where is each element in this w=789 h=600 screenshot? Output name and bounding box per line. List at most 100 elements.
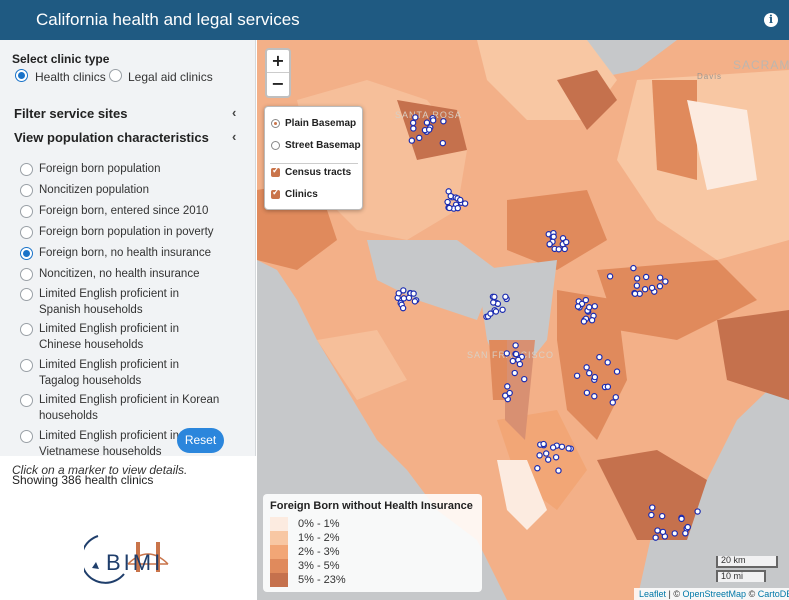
- clinic-marker[interactable]: [565, 445, 572, 452]
- radio-button[interactable]: [20, 394, 33, 407]
- clinic-marker[interactable]: [516, 360, 524, 368]
- clinic-marker[interactable]: [409, 119, 417, 127]
- clinic-marker[interactable]: [583, 389, 591, 396]
- clinic-marker[interactable]: [552, 454, 560, 461]
- clinic-marker[interactable]: [580, 318, 588, 325]
- radio-button[interactable]: [20, 184, 33, 197]
- zoom-out-button[interactable]: −: [271, 74, 285, 93]
- clinic-marker[interactable]: [540, 440, 547, 448]
- clinic-marker[interactable]: [641, 286, 649, 293]
- clinic-marker[interactable]: [502, 293, 509, 301]
- clinic-marker[interactable]: [487, 310, 494, 317]
- clinic-marker[interactable]: [405, 294, 413, 302]
- radio-button[interactable]: [20, 247, 33, 260]
- clinic-marker[interactable]: [591, 303, 598, 310]
- clinic-marker[interactable]: [656, 283, 664, 290]
- clinic-marker[interactable]: [652, 534, 659, 541]
- clinic-marker[interactable]: [604, 383, 612, 390]
- clinic-marker[interactable]: [682, 530, 689, 537]
- radio-button[interactable]: [20, 205, 33, 218]
- radio-button[interactable]: [20, 163, 33, 176]
- clinic-marker[interactable]: [658, 512, 666, 520]
- legal-aid-label[interactable]: Legal aid clinics: [128, 70, 213, 84]
- clinic-marker[interactable]: [586, 304, 593, 311]
- zoom-in-button[interactable]: +: [271, 51, 285, 70]
- clinic-marker[interactable]: [439, 139, 447, 147]
- clinic-marker[interactable]: [491, 293, 498, 301]
- clinic-marker[interactable]: [447, 192, 454, 200]
- clinic-marker[interactable]: [543, 450, 550, 457]
- clinic-marker[interactable]: [678, 515, 685, 523]
- clinic-marker[interactable]: [534, 465, 541, 472]
- clinic-marker[interactable]: [457, 196, 464, 204]
- clinic-marker[interactable]: [694, 508, 701, 515]
- health-clinics-radio[interactable]: [15, 69, 28, 82]
- clinic-marker[interactable]: [536, 452, 543, 459]
- clinic-marker[interactable]: [684, 523, 691, 531]
- clinic-marker[interactable]: [648, 284, 656, 292]
- clinic-marker[interactable]: [555, 467, 562, 474]
- clinic-marker[interactable]: [521, 375, 528, 383]
- clinic-marker[interactable]: [410, 125, 417, 132]
- clinic-marker[interactable]: [555, 246, 562, 253]
- clinic-marker[interactable]: [440, 118, 447, 125]
- legal-aid-radio[interactable]: [109, 69, 122, 82]
- clinic-marker[interactable]: [659, 528, 667, 536]
- clinic-marker[interactable]: [444, 198, 451, 206]
- radio-button[interactable]: [271, 119, 280, 128]
- clinic-marker[interactable]: [511, 369, 518, 377]
- clinic-marker[interactable]: [395, 290, 402, 297]
- clinic-marker[interactable]: [512, 342, 519, 349]
- clinic-marker[interactable]: [408, 137, 416, 144]
- leaflet-link[interactable]: Leaflet: [639, 589, 667, 599]
- clinic-marker[interactable]: [642, 273, 650, 281]
- clinic-marker[interactable]: [656, 274, 664, 281]
- clinic-marker[interactable]: [461, 200, 469, 207]
- clinic-marker[interactable]: [425, 126, 433, 133]
- clinic-marker[interactable]: [654, 527, 661, 534]
- clinic-marker[interactable]: [596, 353, 603, 361]
- clinic-marker[interactable]: [509, 357, 517, 365]
- clinic-marker[interactable]: [499, 306, 506, 313]
- reset-button[interactable]: Reset: [177, 428, 224, 453]
- clinic-marker[interactable]: [512, 350, 520, 358]
- clinic-marker[interactable]: [399, 304, 407, 312]
- health-clinics-label[interactable]: Health clinics: [35, 70, 106, 84]
- clinic-marker[interactable]: [429, 117, 437, 124]
- clinic-marker[interactable]: [454, 204, 461, 212]
- clinic-marker[interactable]: [563, 238, 570, 246]
- clinic-marker[interactable]: [506, 389, 513, 397]
- clinic-marker[interactable]: [609, 399, 616, 406]
- radio-button[interactable]: [20, 226, 33, 239]
- clinic-marker[interactable]: [410, 290, 417, 297]
- radio-button[interactable]: [20, 430, 33, 443]
- osm-link[interactable]: OpenStreetMap: [682, 589, 747, 599]
- clinic-marker[interactable]: [591, 393, 598, 400]
- chevron-left-icon[interactable]: ‹: [232, 105, 237, 120]
- clinic-marker[interactable]: [582, 296, 590, 304]
- checkbox[interactable]: [271, 165, 280, 177]
- radio-button[interactable]: [20, 359, 33, 372]
- clinic-marker[interactable]: [490, 299, 497, 306]
- clinic-marker[interactable]: [662, 278, 669, 285]
- clinic-marker[interactable]: [574, 303, 582, 310]
- clinic-marker[interactable]: [546, 240, 553, 248]
- clinic-marker[interactable]: [633, 282, 641, 289]
- clinic-marker[interactable]: [671, 530, 678, 537]
- clinic-marker[interactable]: [503, 350, 511, 357]
- clinic-marker[interactable]: [613, 368, 621, 375]
- clinic-marker[interactable]: [649, 504, 656, 511]
- radio-button[interactable]: [271, 141, 280, 150]
- clinic-marker[interactable]: [416, 134, 423, 142]
- clinic-marker[interactable]: [504, 383, 511, 390]
- clinic-marker[interactable]: [423, 119, 431, 126]
- clinic-marker[interactable]: [648, 511, 655, 519]
- radio-button[interactable]: [20, 288, 33, 301]
- carto-link[interactable]: CartoDB: [757, 589, 789, 599]
- clinic-markers[interactable]: [257, 40, 789, 600]
- chevron-left-icon[interactable]: ‹: [232, 129, 237, 144]
- clinic-marker[interactable]: [583, 364, 590, 371]
- clinic-marker[interactable]: [606, 273, 614, 280]
- checkbox[interactable]: [271, 187, 280, 199]
- clinic-marker[interactable]: [633, 275, 641, 282]
